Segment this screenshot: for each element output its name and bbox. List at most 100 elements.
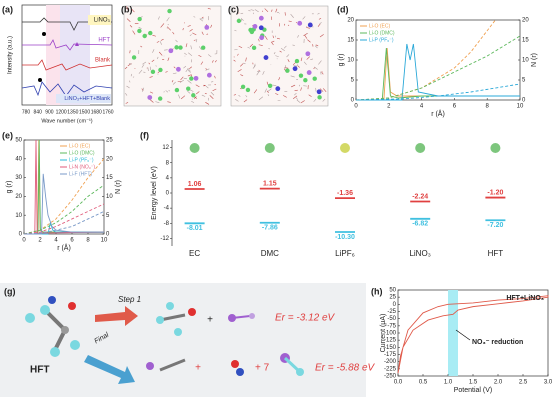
bond (142, 61, 147, 65)
x-tick-label: 1760 (102, 109, 113, 115)
bond (273, 52, 276, 55)
bond (148, 62, 151, 65)
bond (243, 62, 246, 65)
bond (267, 88, 272, 92)
ion (249, 29, 255, 35)
bond (237, 69, 242, 73)
bond (138, 27, 142, 29)
bond (308, 94, 312, 97)
bond (295, 97, 298, 100)
x-tick-label: 8 (486, 104, 490, 110)
legend-label: Li-N (NO₃⁻) (69, 164, 95, 170)
bond (319, 34, 324, 38)
bond (152, 34, 156, 37)
bond (199, 18, 204, 22)
bond (292, 62, 296, 66)
y-tick-label: -175 (384, 352, 397, 358)
bond (212, 88, 217, 92)
bond (124, 66, 128, 70)
panel-label: (f) (140, 130, 149, 140)
bond (156, 41, 160, 43)
bond (271, 9, 273, 12)
orbital (340, 143, 350, 153)
y2-tick-label: 10 (106, 194, 113, 200)
category-label: DMC (261, 249, 279, 258)
ion (174, 87, 180, 93)
plus: + (207, 315, 213, 326)
bond (129, 80, 131, 83)
bond (266, 90, 269, 93)
bond (287, 24, 290, 26)
bond (235, 98, 239, 102)
ion (292, 66, 298, 72)
bond (182, 28, 184, 31)
y-tick-label: -8 (164, 221, 170, 227)
bond (142, 87, 145, 92)
bond (166, 17, 170, 22)
bond (167, 101, 171, 103)
highlight-region (46, 5, 60, 105)
bond (187, 74, 192, 77)
bond (155, 101, 160, 103)
bond (193, 39, 196, 41)
axis-label: Intensity (a.u.) (8, 36, 14, 74)
bond (319, 88, 324, 92)
bond (131, 8, 135, 13)
spectrum (22, 59, 113, 71)
spectrum (22, 39, 113, 51)
bond (192, 32, 197, 36)
bond (126, 18, 131, 22)
bond (253, 89, 258, 94)
legend-label: Li-P (PF₆⁻) (369, 37, 394, 43)
category-label: LiPF₆ (335, 249, 355, 258)
y2-tick-label: 25 (106, 138, 113, 144)
y-tick-label: 50 (389, 288, 396, 294)
axis-label: r (Å) (57, 243, 71, 252)
ion (137, 16, 142, 22)
highlight-band (448, 290, 458, 376)
bond (212, 60, 214, 63)
y-tick-label: 10 (15, 213, 22, 219)
md-snapshot (123, 5, 222, 107)
bond (200, 61, 204, 65)
ion (267, 83, 273, 89)
bond (318, 17, 322, 20)
panel-label: (g) (4, 286, 16, 296)
legend-label: Li-O (EC) (369, 23, 390, 29)
bond (208, 54, 212, 58)
ion (200, 45, 206, 50)
bond (272, 35, 274, 39)
axis-label: g (r) (6, 181, 13, 194)
bond (267, 94, 270, 97)
bond (302, 16, 306, 20)
ion (137, 28, 142, 34)
bond (163, 49, 168, 51)
x-tick-label: 6 (453, 104, 457, 110)
y-tick-label: -12 (160, 236, 169, 242)
bond (313, 98, 317, 102)
bond (252, 65, 256, 69)
x-tick-label: 4 (420, 104, 424, 110)
ion (294, 58, 300, 64)
bond (322, 88, 327, 93)
bond (125, 93, 128, 96)
bond (205, 68, 210, 71)
bond (189, 69, 191, 73)
bond (126, 85, 130, 89)
bond (193, 16, 196, 18)
axis-label: r (Å) (431, 109, 445, 118)
bond (207, 8, 211, 10)
bond (258, 96, 264, 101)
bond (300, 100, 305, 104)
x-tick-label: 3.0 (544, 380, 553, 386)
bond (206, 33, 209, 35)
panel-label: (c) (228, 4, 239, 14)
ion (174, 45, 179, 50)
bond (290, 84, 296, 88)
y-tick-label: 0 (166, 191, 170, 197)
y-tick-label: 8 (166, 160, 170, 166)
bond (245, 95, 248, 98)
x-tick-label: 900 (45, 109, 54, 115)
ion (131, 55, 137, 60)
arrow (455, 329, 471, 341)
